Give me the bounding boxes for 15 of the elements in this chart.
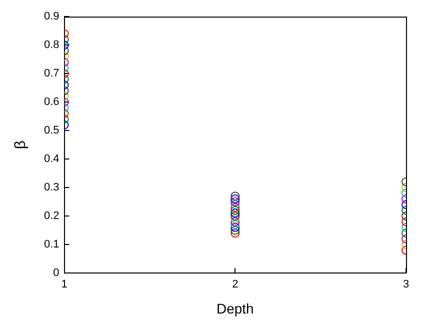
y-tick-label: 0.6 bbox=[44, 96, 60, 108]
y-tick-label: 0 bbox=[53, 267, 60, 280]
y-tick-label: 0.9 bbox=[44, 10, 60, 23]
y-tick-label: 0.7 bbox=[44, 68, 60, 80]
y-tick-label: 0.5 bbox=[44, 124, 60, 137]
y-tick-label: 0.8 bbox=[44, 39, 60, 52]
x-tick-label: 1 bbox=[61, 278, 68, 291]
x-tick-label: 2 bbox=[232, 278, 238, 291]
y-axis-title: β bbox=[12, 140, 30, 150]
x-tick-label: 3 bbox=[402, 278, 410, 291]
x-axis-title: Depth bbox=[216, 300, 254, 316]
y-tick-label: 0.1 bbox=[44, 238, 60, 251]
y-tick-label: 0.3 bbox=[44, 182, 60, 194]
y-tick-label: 0.4 bbox=[44, 153, 60, 166]
y-tick-label: 0.2 bbox=[44, 210, 60, 222]
